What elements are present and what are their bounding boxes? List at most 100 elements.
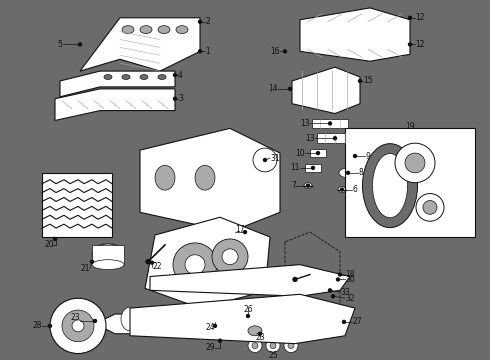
Text: 23: 23 [255, 333, 265, 342]
Text: 30: 30 [345, 275, 355, 284]
Bar [345, 129, 475, 237]
Text: 15: 15 [363, 76, 372, 85]
Circle shape [312, 166, 315, 169]
Circle shape [198, 50, 201, 53]
Ellipse shape [323, 315, 347, 333]
Circle shape [78, 43, 81, 46]
Ellipse shape [338, 186, 346, 193]
Ellipse shape [122, 75, 130, 80]
Circle shape [150, 261, 153, 264]
Text: 12: 12 [415, 40, 424, 49]
Circle shape [359, 80, 362, 82]
Circle shape [395, 143, 435, 183]
Circle shape [288, 343, 294, 348]
Circle shape [248, 339, 262, 352]
Bar [310, 149, 326, 157]
Text: 21: 21 [80, 264, 90, 273]
Text: 11: 11 [291, 163, 300, 172]
Bar [317, 133, 353, 143]
Circle shape [328, 289, 332, 292]
Text: 23: 23 [71, 314, 80, 323]
Circle shape [343, 320, 345, 323]
Circle shape [289, 87, 292, 90]
Ellipse shape [248, 326, 262, 336]
Polygon shape [60, 71, 175, 97]
Ellipse shape [195, 165, 215, 190]
Circle shape [353, 154, 357, 158]
Text: 13: 13 [305, 134, 315, 143]
Circle shape [252, 343, 258, 348]
Circle shape [219, 339, 221, 342]
Circle shape [405, 153, 425, 173]
Text: 26: 26 [243, 305, 253, 314]
Bar [312, 118, 348, 129]
Polygon shape [292, 67, 360, 113]
Ellipse shape [197, 307, 215, 331]
Ellipse shape [235, 307, 253, 331]
Circle shape [72, 320, 84, 332]
Polygon shape [140, 129, 280, 232]
Text: 32: 32 [345, 294, 355, 303]
Text: 17: 17 [235, 225, 245, 234]
Polygon shape [145, 217, 270, 308]
Text: 2: 2 [205, 17, 210, 26]
Circle shape [346, 171, 349, 174]
Polygon shape [130, 294, 355, 344]
Text: 19: 19 [405, 122, 415, 131]
Bar [42, 173, 112, 237]
Circle shape [50, 298, 106, 354]
Ellipse shape [209, 312, 221, 320]
Circle shape [409, 16, 412, 19]
Polygon shape [150, 265, 350, 296]
Text: 1: 1 [205, 47, 210, 56]
Text: 33: 33 [340, 288, 350, 297]
Text: 5: 5 [57, 40, 62, 49]
Text: 14: 14 [269, 84, 278, 93]
Text: 28: 28 [32, 321, 42, 330]
Text: 4: 4 [178, 71, 183, 80]
Text: 9: 9 [365, 152, 370, 161]
Ellipse shape [140, 26, 152, 33]
Text: 24: 24 [205, 323, 215, 332]
Ellipse shape [158, 75, 166, 80]
Ellipse shape [372, 154, 408, 218]
Circle shape [173, 243, 217, 286]
Text: 10: 10 [295, 149, 305, 158]
Circle shape [53, 238, 56, 240]
Circle shape [212, 239, 248, 275]
Text: 8: 8 [358, 168, 363, 177]
Ellipse shape [104, 75, 112, 80]
Ellipse shape [92, 244, 124, 266]
Ellipse shape [140, 75, 148, 80]
Text: 27: 27 [352, 318, 362, 327]
Circle shape [91, 260, 94, 263]
Ellipse shape [158, 26, 170, 33]
Text: 18: 18 [345, 270, 354, 279]
Circle shape [264, 158, 267, 161]
Polygon shape [80, 18, 200, 71]
Ellipse shape [92, 260, 124, 270]
Circle shape [198, 20, 201, 23]
Circle shape [339, 273, 342, 276]
Text: 16: 16 [270, 47, 280, 56]
Circle shape [253, 148, 277, 172]
Circle shape [173, 73, 176, 77]
Ellipse shape [159, 307, 177, 331]
Circle shape [244, 231, 246, 234]
Circle shape [332, 295, 335, 298]
Text: 25: 25 [268, 351, 278, 360]
Ellipse shape [176, 26, 188, 33]
Ellipse shape [363, 144, 417, 228]
Text: 29: 29 [205, 343, 215, 352]
Ellipse shape [121, 307, 139, 331]
Text: 7: 7 [291, 181, 296, 190]
Circle shape [284, 50, 287, 53]
Bar [347, 152, 363, 160]
Ellipse shape [273, 307, 291, 331]
Circle shape [173, 97, 176, 100]
Polygon shape [285, 232, 340, 314]
Circle shape [246, 315, 249, 318]
Circle shape [284, 339, 298, 352]
Circle shape [222, 249, 238, 265]
Circle shape [328, 122, 332, 125]
